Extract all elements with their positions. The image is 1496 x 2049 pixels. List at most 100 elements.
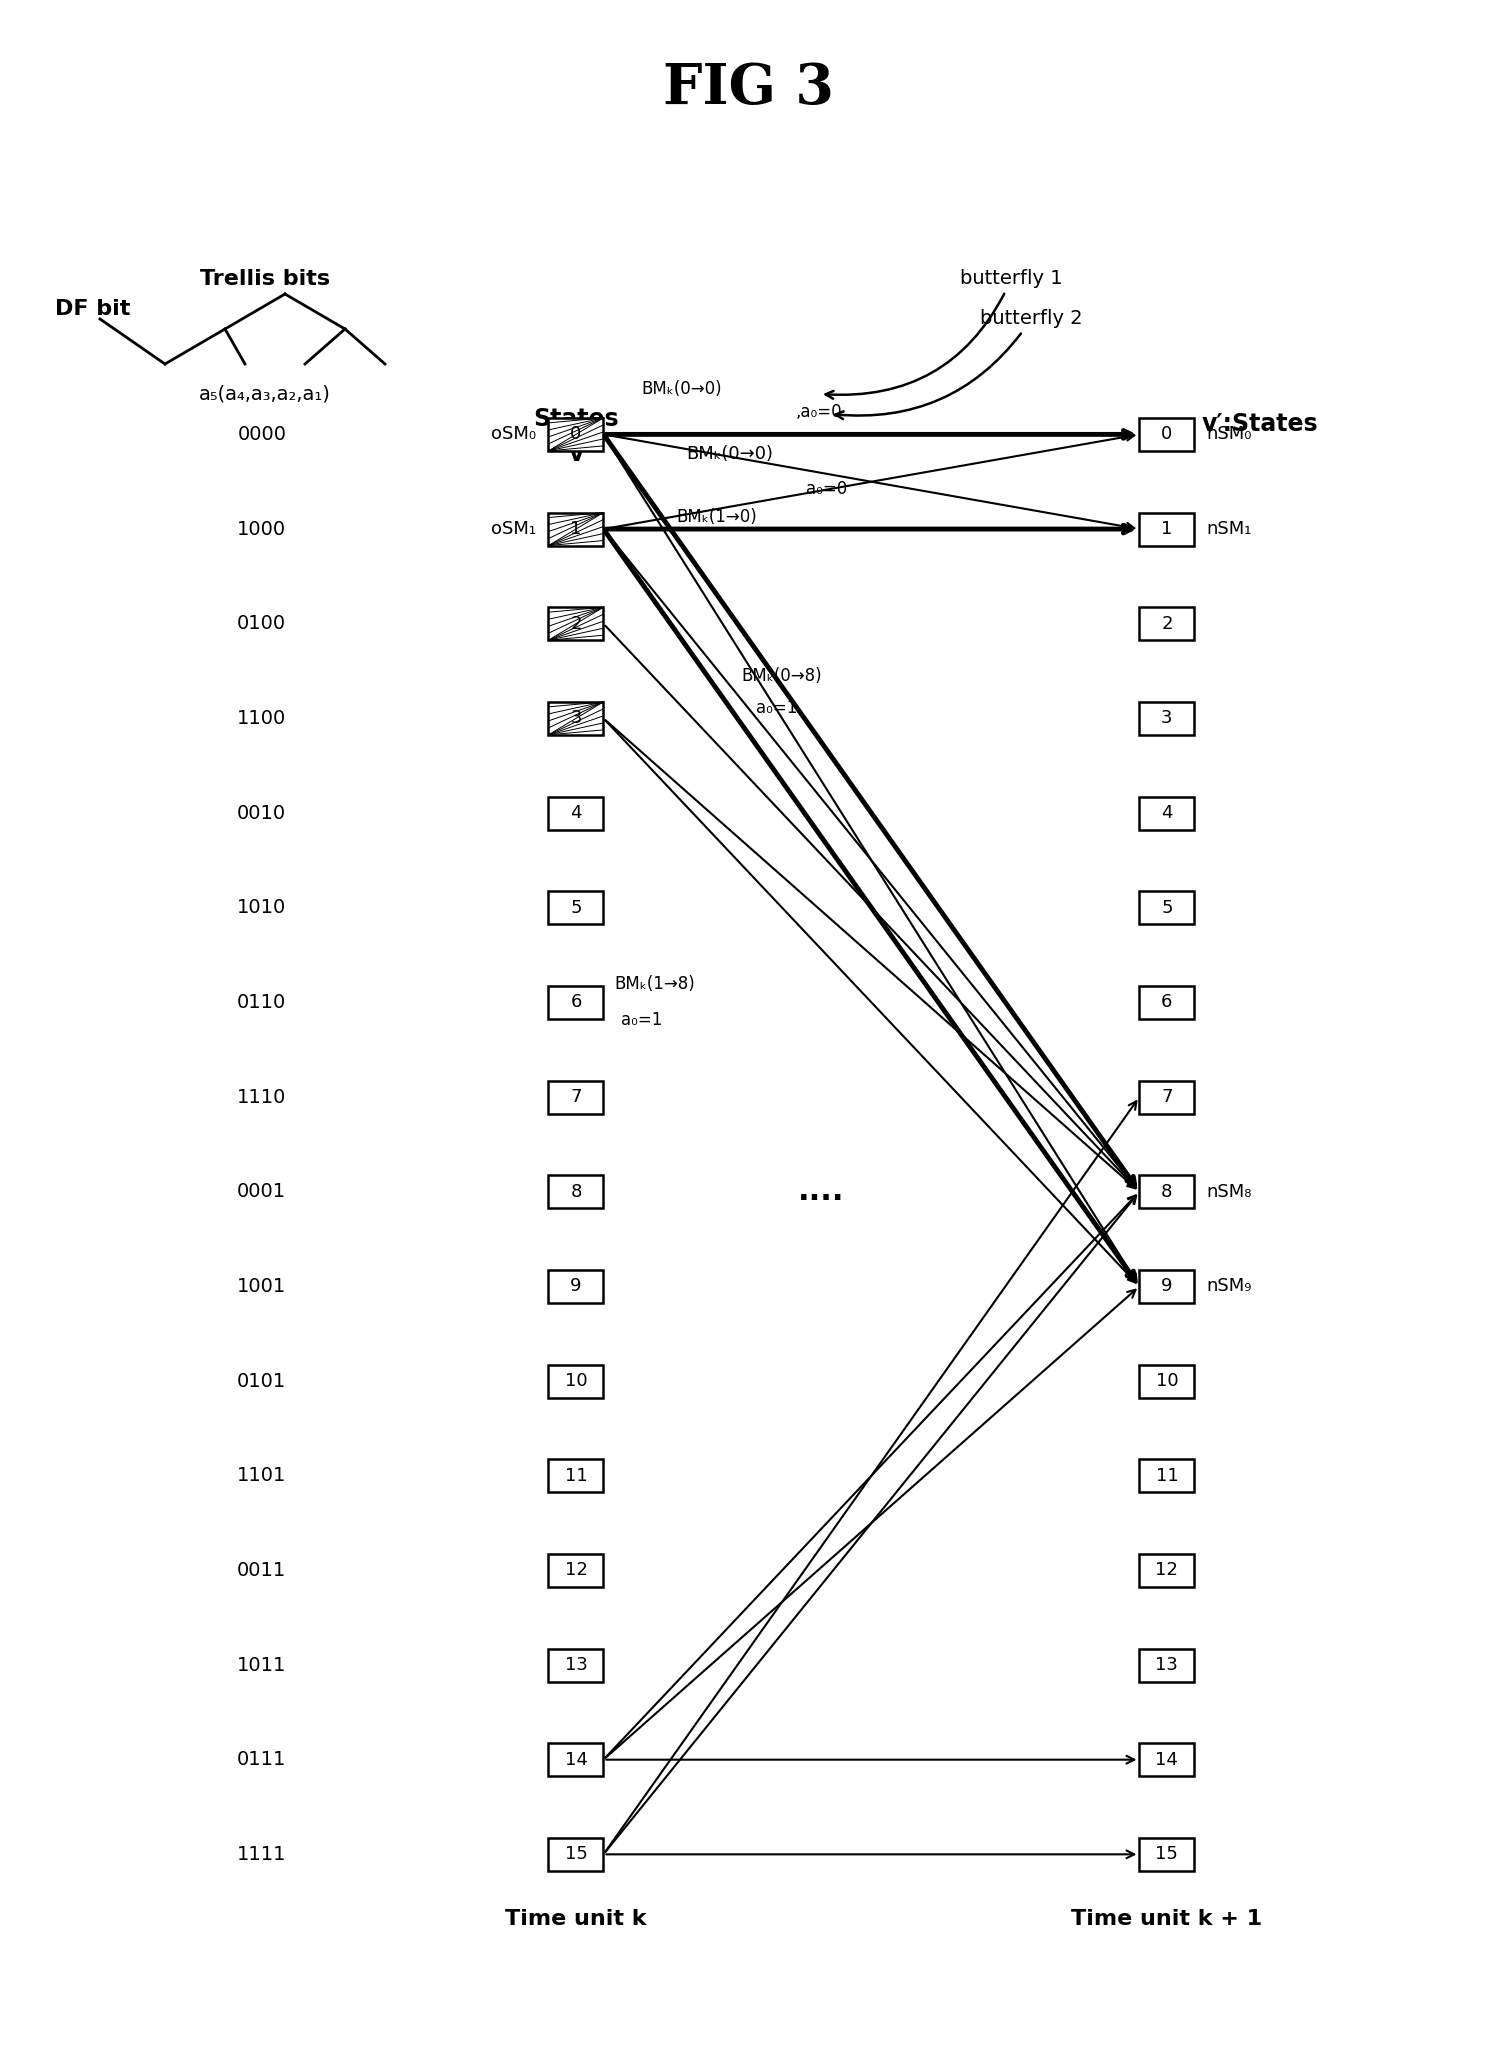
Bar [549, 703, 603, 736]
Text: a₅(a₄,a₃,a₂,a₁): a₅(a₄,a₃,a₂,a₁) [199, 385, 331, 404]
Text: oSM₁: oSM₁ [491, 520, 537, 539]
Bar [549, 418, 603, 451]
Text: 11: 11 [564, 1467, 588, 1486]
Text: 1100: 1100 [238, 709, 286, 727]
Bar [549, 1459, 603, 1492]
Text: 2: 2 [1161, 615, 1173, 633]
Text: 1000: 1000 [238, 520, 286, 539]
Text: 9: 9 [570, 1277, 582, 1295]
Text: nSM₀: nSM₀ [1206, 426, 1252, 443]
Text: BMₖ(1→0): BMₖ(1→0) [676, 508, 757, 527]
Text: FIG 3: FIG 3 [663, 61, 833, 117]
Text: a₀=1: a₀=1 [621, 1012, 663, 1029]
Text: a₀=0: a₀=0 [806, 479, 847, 498]
Text: 14: 14 [564, 1750, 588, 1768]
Text: 0: 0 [570, 426, 582, 443]
Text: 1101: 1101 [236, 1467, 287, 1486]
Bar [1140, 703, 1194, 736]
Text: 6: 6 [1161, 994, 1173, 1012]
Bar [1140, 1176, 1194, 1209]
Bar [1140, 1649, 1194, 1682]
Bar [1140, 512, 1194, 545]
Text: 12: 12 [564, 1561, 588, 1580]
Text: 15: 15 [1155, 1846, 1179, 1863]
Text: v′:States: v′:States [1201, 412, 1318, 436]
Text: 0010: 0010 [238, 803, 286, 822]
Bar [549, 1649, 603, 1682]
Bar [1140, 418, 1194, 451]
Text: BMₖ(0→0): BMₖ(0→0) [687, 445, 773, 463]
Text: butterfly 2: butterfly 2 [836, 309, 1083, 420]
Text: nSM₉: nSM₉ [1206, 1277, 1252, 1295]
Text: 0011: 0011 [238, 1561, 286, 1580]
Text: 10: 10 [1155, 1373, 1179, 1389]
Text: 0000: 0000 [238, 424, 286, 445]
Bar [549, 1270, 603, 1303]
Text: 8: 8 [570, 1182, 582, 1201]
Text: 1111: 1111 [236, 1844, 287, 1865]
Text: 0: 0 [1161, 426, 1173, 443]
Bar [549, 512, 603, 545]
Text: a₀=1: a₀=1 [755, 699, 797, 717]
Text: 0111: 0111 [236, 1750, 287, 1768]
Text: 0101: 0101 [238, 1371, 286, 1391]
Text: 4: 4 [570, 803, 582, 822]
Bar [1140, 1838, 1194, 1871]
Bar [549, 891, 603, 924]
Bar [1140, 1270, 1194, 1303]
Text: 13: 13 [1155, 1656, 1179, 1674]
Text: Trellis bits: Trellis bits [200, 268, 331, 289]
Bar [549, 607, 603, 639]
Text: 1010: 1010 [238, 897, 286, 918]
Bar [549, 1176, 603, 1209]
Text: BMₖ(0→0): BMₖ(0→0) [640, 381, 721, 398]
Text: 6: 6 [570, 994, 582, 1012]
Text: 5: 5 [570, 900, 582, 916]
Text: 1110: 1110 [236, 1088, 287, 1106]
Text: BMₖ(0→8): BMₖ(0→8) [741, 668, 821, 684]
Text: ,a₀=0: ,a₀=0 [796, 404, 842, 422]
Text: ....: .... [799, 1178, 845, 1207]
Text: 1011: 1011 [236, 1656, 287, 1674]
Text: nSM₈: nSM₈ [1206, 1182, 1252, 1201]
Bar [1140, 891, 1194, 924]
Text: v: v [568, 443, 583, 465]
Text: 10: 10 [564, 1373, 588, 1389]
Bar [1140, 607, 1194, 639]
Bar [1140, 1744, 1194, 1776]
Bar [549, 797, 603, 830]
Bar [1140, 1553, 1194, 1586]
Text: 13: 13 [564, 1656, 588, 1674]
Text: 3: 3 [1161, 709, 1173, 727]
Text: 5: 5 [1161, 900, 1173, 916]
Text: 7: 7 [1161, 1088, 1173, 1106]
Text: nSM₁: nSM₁ [1206, 520, 1252, 539]
Text: 4: 4 [1161, 803, 1173, 822]
Bar [549, 1838, 603, 1871]
Text: Time unit k: Time unit k [506, 1910, 646, 1930]
Text: 0100: 0100 [238, 615, 286, 633]
Bar [549, 1744, 603, 1776]
Text: 8: 8 [1161, 1182, 1173, 1201]
Text: BMₖ(1→8): BMₖ(1→8) [613, 975, 694, 994]
Text: 1: 1 [570, 520, 582, 539]
Text: oSM₀: oSM₀ [491, 426, 537, 443]
Text: 0110: 0110 [238, 994, 286, 1012]
Text: 0001: 0001 [238, 1182, 286, 1201]
Bar [1140, 986, 1194, 1018]
Text: Time unit k + 1: Time unit k + 1 [1071, 1910, 1263, 1930]
Text: 2: 2 [570, 615, 582, 633]
Text: 9: 9 [1161, 1277, 1173, 1295]
Text: 1: 1 [1161, 520, 1173, 539]
Text: butterfly 1: butterfly 1 [826, 270, 1062, 400]
Bar [1140, 1365, 1194, 1397]
Bar [1140, 1080, 1194, 1113]
Text: 12: 12 [1155, 1561, 1179, 1580]
Bar [549, 1553, 603, 1586]
Text: DF bit: DF bit [55, 299, 130, 320]
Bar [549, 986, 603, 1018]
Text: 14: 14 [1155, 1750, 1179, 1768]
Text: States: States [533, 408, 619, 430]
Text: 11: 11 [1155, 1467, 1179, 1486]
Bar [549, 1080, 603, 1113]
